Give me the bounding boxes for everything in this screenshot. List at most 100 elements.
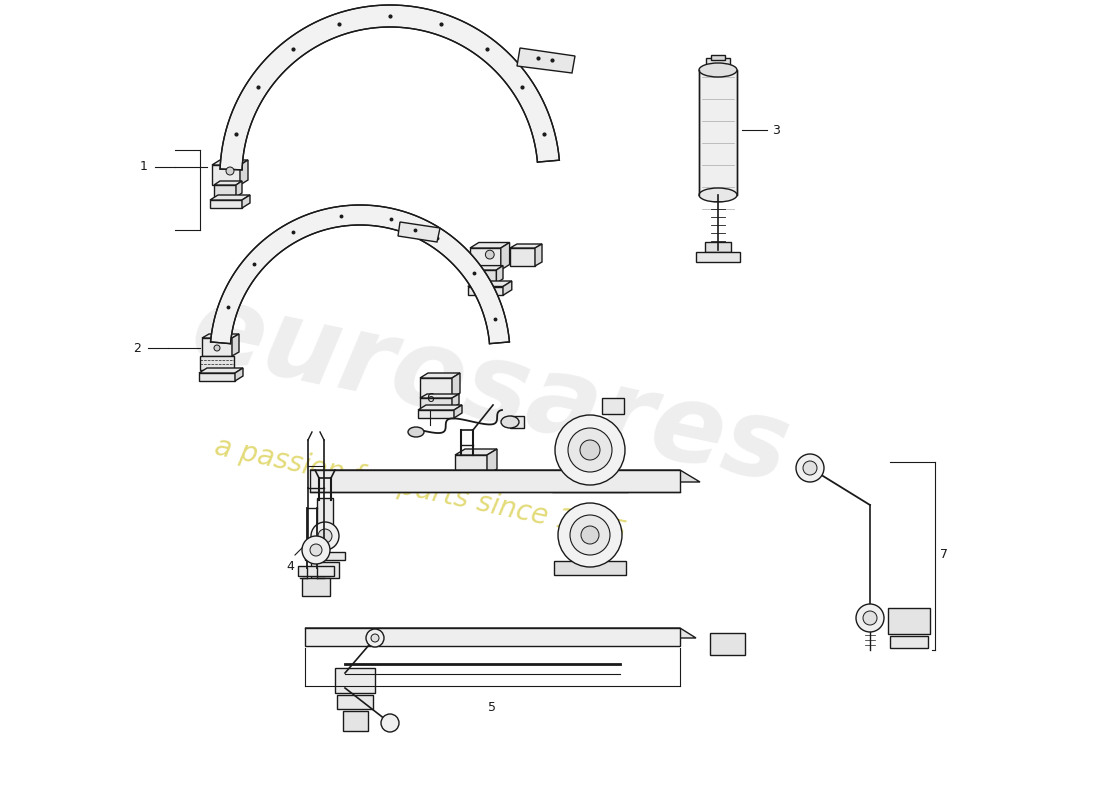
Polygon shape <box>305 628 680 646</box>
Bar <box>696 252 740 262</box>
Ellipse shape <box>698 188 737 202</box>
Bar <box>552 478 628 492</box>
Text: 3: 3 <box>772 123 780 137</box>
Polygon shape <box>496 266 503 283</box>
Polygon shape <box>220 5 560 170</box>
Polygon shape <box>305 628 696 638</box>
Polygon shape <box>510 248 535 266</box>
Polygon shape <box>487 449 497 475</box>
Polygon shape <box>517 48 575 73</box>
Polygon shape <box>236 181 242 197</box>
Bar <box>336 668 375 693</box>
Polygon shape <box>310 470 700 482</box>
Circle shape <box>581 526 600 544</box>
Bar <box>554 561 626 575</box>
Polygon shape <box>214 185 236 197</box>
Circle shape <box>803 461 817 475</box>
Polygon shape <box>510 244 542 248</box>
Polygon shape <box>472 270 496 283</box>
Bar <box>602 398 624 414</box>
Circle shape <box>570 515 611 555</box>
Bar <box>302 578 330 596</box>
Circle shape <box>556 415 625 485</box>
Bar <box>711 55 725 60</box>
Polygon shape <box>235 368 243 381</box>
Circle shape <box>366 629 384 647</box>
Polygon shape <box>470 248 500 270</box>
Polygon shape <box>535 244 542 266</box>
Polygon shape <box>455 455 487 475</box>
Bar <box>710 633 745 655</box>
Text: 5: 5 <box>488 701 496 714</box>
Bar <box>698 70 737 195</box>
Polygon shape <box>452 394 459 408</box>
Circle shape <box>371 634 380 642</box>
Polygon shape <box>199 368 243 373</box>
Polygon shape <box>468 286 503 295</box>
Bar <box>705 242 732 252</box>
Polygon shape <box>468 281 512 286</box>
Circle shape <box>558 503 622 567</box>
Polygon shape <box>420 394 459 398</box>
Polygon shape <box>210 200 242 208</box>
Circle shape <box>381 714 399 732</box>
Text: 1: 1 <box>140 161 148 174</box>
Polygon shape <box>242 195 250 208</box>
Circle shape <box>485 250 494 259</box>
Polygon shape <box>398 222 440 242</box>
Circle shape <box>568 428 612 472</box>
Polygon shape <box>210 195 250 200</box>
Bar <box>200 356 234 370</box>
Polygon shape <box>455 449 497 455</box>
Bar <box>343 711 368 731</box>
Text: a passion for parts since 1985: a passion for parts since 1985 <box>212 433 628 547</box>
Polygon shape <box>210 205 509 344</box>
Text: 4: 4 <box>286 560 294 573</box>
Polygon shape <box>214 181 242 185</box>
Text: eurosares: eurosares <box>182 275 799 505</box>
Polygon shape <box>212 160 248 165</box>
Polygon shape <box>240 160 248 185</box>
Ellipse shape <box>500 416 519 428</box>
Polygon shape <box>202 338 232 356</box>
Polygon shape <box>454 405 462 418</box>
Circle shape <box>864 611 877 625</box>
Bar <box>510 416 524 428</box>
Polygon shape <box>503 281 512 295</box>
Circle shape <box>318 529 332 543</box>
Polygon shape <box>418 410 454 418</box>
Bar <box>311 562 339 578</box>
Circle shape <box>580 440 600 460</box>
Circle shape <box>311 522 339 550</box>
Polygon shape <box>232 334 239 356</box>
Polygon shape <box>470 242 509 248</box>
Polygon shape <box>500 242 509 270</box>
Bar <box>888 608 930 634</box>
Bar <box>337 695 373 709</box>
Text: 7: 7 <box>940 549 948 562</box>
Circle shape <box>302 536 330 564</box>
Circle shape <box>226 167 234 175</box>
Ellipse shape <box>698 63 737 77</box>
Bar <box>890 636 928 648</box>
Polygon shape <box>420 398 452 408</box>
Polygon shape <box>310 470 680 492</box>
Polygon shape <box>420 378 452 398</box>
Circle shape <box>214 345 220 351</box>
Ellipse shape <box>408 427 424 437</box>
Polygon shape <box>418 405 462 410</box>
Polygon shape <box>452 373 460 398</box>
Polygon shape <box>212 165 240 185</box>
Bar <box>305 552 345 560</box>
Circle shape <box>796 454 824 482</box>
Polygon shape <box>472 266 503 270</box>
Text: 2: 2 <box>133 342 141 354</box>
Bar <box>298 566 334 576</box>
Polygon shape <box>420 373 460 378</box>
Polygon shape <box>202 334 239 338</box>
Text: 6: 6 <box>426 392 433 405</box>
Polygon shape <box>199 373 235 381</box>
Bar <box>317 498 333 528</box>
Bar <box>706 58 730 70</box>
Circle shape <box>856 604 884 632</box>
